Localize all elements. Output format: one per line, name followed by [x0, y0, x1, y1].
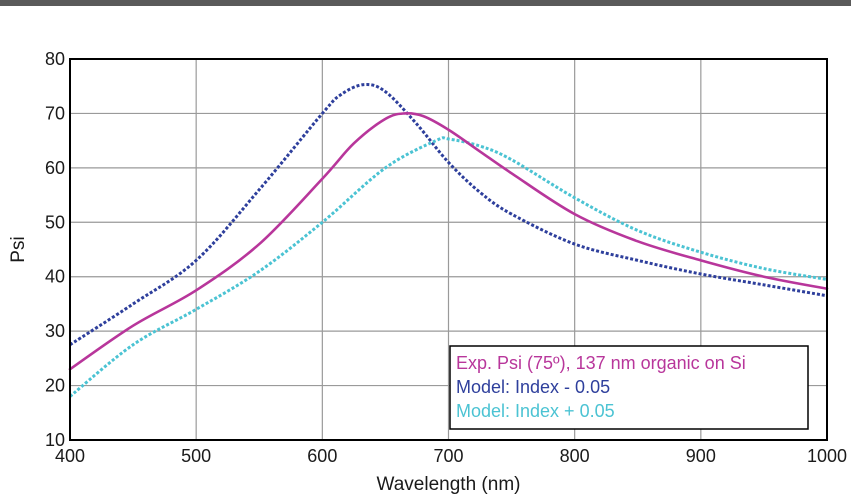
legend-box	[449, 345, 809, 430]
y-tick-label: 60	[45, 158, 65, 178]
legend-entry-3: Model: Index + 0.05	[456, 401, 615, 421]
psi-chart: 400 500 600 700 800 900 1000 10 20 30 40 50 60 70 80 W…	[8, 49, 847, 495]
x-tick-label: 900	[686, 446, 716, 466]
y-tick-label: 50	[45, 212, 65, 232]
y-tick-label: 30	[45, 321, 65, 341]
y-tick-label: 10	[45, 430, 65, 450]
y-axis-title: Psi	[8, 236, 29, 262]
legend: Exp. Psi (75º), 137 nm organic on Si Mode…	[449, 345, 809, 430]
grid	[69, 58, 828, 441]
series-line-1	[68, 111, 829, 371]
x-tick-label: 700	[433, 446, 463, 466]
y-tick-label: 70	[45, 103, 65, 123]
x-tick-label: 800	[560, 446, 590, 466]
plot-border	[69, 58, 828, 441]
y-tick-label: 40	[45, 267, 65, 287]
series-line-2	[69, 82, 828, 347]
series-lines	[68, 82, 829, 398]
tick-labels: 400 500 600 700 800 900 1000 10 20 30 40 50 60 70 80	[45, 49, 847, 466]
chart-frame: 400 500 600 700 800 900 1000 10 20 30 40 50 60 70 80 W…	[0, 6, 851, 498]
x-tick-label: 400	[55, 446, 85, 466]
x-tick-label: 500	[181, 446, 211, 466]
legend-entry-1: Exp. Psi (75º), 137 nm organic on Si	[456, 353, 746, 373]
y-tick-label: 20	[45, 376, 65, 396]
series-line-3	[69, 136, 828, 398]
legend-entry-2: Model: Index - 0.05	[456, 377, 610, 397]
x-tick-label: 600	[307, 446, 337, 466]
x-tick-label: 1000	[807, 446, 847, 466]
y-tick-label: 80	[45, 49, 65, 69]
x-axis-title: Wavelength (nm)	[377, 474, 521, 495]
